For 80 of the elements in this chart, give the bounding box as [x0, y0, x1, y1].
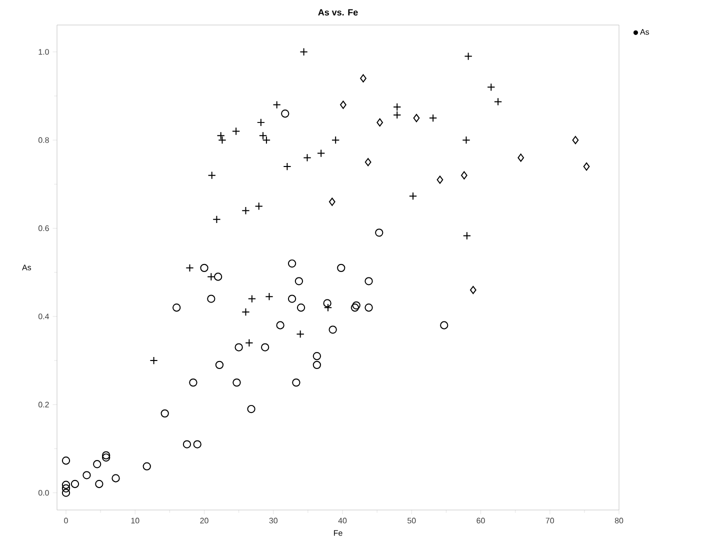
point: [364, 158, 372, 166]
point: [316, 149, 326, 158]
point: [487, 83, 496, 92]
point: [312, 352, 322, 360]
point: [460, 171, 468, 180]
point: [212, 215, 221, 224]
point: [376, 118, 384, 126]
point: [296, 303, 306, 312]
point: [260, 343, 270, 352]
point: [247, 404, 256, 414]
point: [265, 292, 274, 301]
point: [62, 488, 70, 497]
point: [324, 303, 332, 312]
point: [294, 277, 304, 286]
point: [214, 272, 222, 281]
point: [328, 198, 336, 206]
point: [207, 294, 216, 303]
point: [62, 456, 70, 465]
point: [470, 286, 476, 294]
point: [292, 378, 300, 387]
point: [462, 136, 470, 144]
point: [272, 100, 281, 109]
point: [462, 232, 472, 240]
point: [303, 154, 312, 162]
point: [232, 378, 241, 387]
point: [95, 480, 104, 488]
point: [262, 136, 271, 144]
point: [112, 474, 120, 482]
point: [182, 440, 192, 448]
point: [364, 277, 373, 286]
point: [337, 264, 346, 272]
point: [352, 301, 360, 310]
point: [234, 343, 243, 352]
point: [189, 378, 198, 387]
point: [208, 171, 216, 180]
point: [436, 176, 444, 184]
point: [340, 100, 346, 109]
point: [583, 162, 590, 171]
point: [142, 462, 151, 470]
point: [242, 206, 250, 215]
chart-title: As vs. Fe: [318, 9, 358, 16]
point: [70, 480, 80, 488]
point: [464, 52, 472, 60]
point: [518, 154, 524, 162]
point: [350, 303, 360, 312]
point: [254, 202, 263, 210]
point: [328, 326, 337, 334]
point: [248, 294, 256, 303]
point: [172, 303, 181, 312]
point: [300, 48, 308, 56]
point: [102, 451, 110, 460]
point: [332, 136, 340, 144]
point: [82, 471, 91, 480]
point: [276, 321, 284, 330]
point: [413, 114, 420, 122]
point: [186, 264, 194, 272]
point: [245, 338, 254, 347]
point: [207, 272, 216, 281]
point: [93, 460, 102, 468]
point: [375, 228, 384, 237]
point: [440, 321, 448, 330]
point: [288, 294, 296, 303]
point: [193, 440, 202, 448]
point: [232, 127, 240, 136]
point: [494, 98, 502, 106]
point: [102, 453, 110, 462]
point: [288, 259, 296, 268]
point: [62, 480, 70, 489]
point: [160, 409, 169, 418]
point: [323, 299, 332, 308]
point: [360, 74, 366, 82]
point: [218, 136, 226, 144]
point: [281, 109, 290, 118]
point: [364, 303, 373, 312]
point: [200, 264, 208, 272]
point: [572, 136, 579, 144]
point: [312, 360, 322, 369]
point: [62, 484, 70, 492]
point: [296, 330, 304, 338]
point: [215, 360, 224, 369]
